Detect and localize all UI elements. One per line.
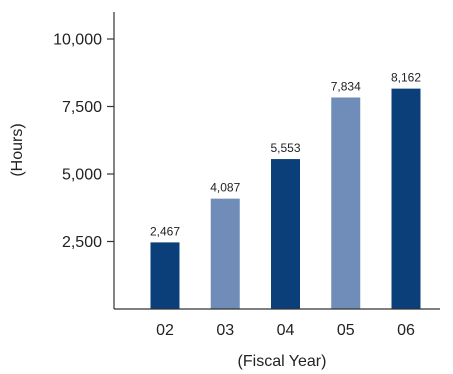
y-tick-label: 7,500	[62, 99, 102, 116]
bars-layer	[150, 88, 421, 310]
y-tick-label: 2,500	[62, 234, 102, 251]
data-label-02: 2,467	[150, 224, 180, 238]
x-ticks-layer: 02 03 04 05 06	[156, 322, 415, 339]
x-tick-label: 02	[156, 322, 174, 339]
data-label-04: 5,553	[270, 141, 300, 155]
data-label-06: 8,162	[391, 71, 421, 85]
bar-02	[150, 242, 180, 309]
axes-layer	[113, 12, 440, 310]
y-ticks-layer: 2,500 5,000 7,500 10,000	[53, 32, 114, 251]
x-tick-label: 04	[277, 322, 295, 339]
y-tick-label: 5,000	[62, 167, 102, 184]
x-tick-label: 05	[337, 322, 355, 339]
x-tick-label: 06	[397, 322, 415, 339]
bar-04	[271, 159, 300, 309]
bar-03	[210, 198, 240, 309]
x-axis-title: (Fiscal Year)	[238, 353, 327, 370]
data-label-03: 4,087	[210, 181, 240, 195]
x-tick-label: 03	[216, 322, 234, 339]
bar-06	[391, 88, 421, 309]
y-axis-title: (Hours)	[9, 123, 26, 176]
data-labels-layer: 2,467 4,087 5,553 7,834 8,162	[150, 71, 421, 239]
data-label-05: 7,834	[331, 79, 361, 93]
y-tick-label: 10,000	[53, 32, 102, 49]
bar-05	[331, 97, 361, 310]
